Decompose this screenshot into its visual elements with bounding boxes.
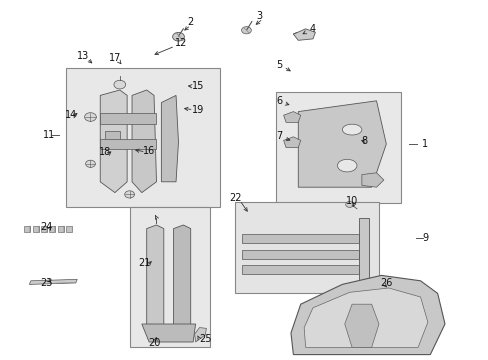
Polygon shape	[100, 90, 127, 193]
Text: 8: 8	[361, 136, 366, 146]
Polygon shape	[41, 226, 47, 232]
Polygon shape	[242, 234, 359, 243]
Text: 10: 10	[345, 196, 358, 206]
Text: 16: 16	[142, 146, 155, 156]
Text: 26: 26	[379, 278, 392, 288]
Text: 7: 7	[276, 131, 282, 141]
Circle shape	[124, 191, 134, 198]
Polygon shape	[173, 225, 190, 340]
Polygon shape	[304, 288, 427, 347]
Polygon shape	[293, 29, 315, 40]
Text: 15: 15	[191, 81, 204, 91]
Polygon shape	[100, 139, 156, 149]
Polygon shape	[344, 304, 378, 347]
Circle shape	[172, 32, 184, 41]
Text: 17: 17	[108, 53, 121, 63]
Polygon shape	[49, 226, 55, 232]
Text: 19: 19	[191, 105, 204, 115]
Bar	[66, 68, 220, 207]
Polygon shape	[105, 131, 120, 146]
Text: 5: 5	[276, 60, 282, 70]
Polygon shape	[100, 113, 156, 124]
Text: 2: 2	[187, 17, 193, 27]
Text: 6: 6	[276, 96, 282, 106]
Polygon shape	[132, 90, 156, 193]
Polygon shape	[66, 226, 72, 232]
Text: 25: 25	[199, 334, 211, 344]
Polygon shape	[194, 328, 206, 342]
Circle shape	[114, 80, 125, 89]
Text: 11: 11	[42, 130, 55, 140]
Polygon shape	[24, 226, 30, 232]
Polygon shape	[33, 226, 39, 232]
Circle shape	[241, 27, 251, 34]
Circle shape	[84, 113, 96, 121]
Text: 3: 3	[256, 11, 262, 21]
Polygon shape	[290, 275, 444, 355]
Text: 20: 20	[147, 338, 160, 348]
Text: 12: 12	[174, 38, 187, 48]
Text: 18: 18	[99, 147, 111, 157]
Text: 1: 1	[422, 139, 427, 149]
Polygon shape	[283, 112, 300, 122]
Text: 23: 23	[40, 278, 53, 288]
Circle shape	[345, 202, 353, 207]
Polygon shape	[146, 225, 163, 340]
Ellipse shape	[337, 159, 356, 172]
Text: 22: 22	[229, 193, 242, 203]
Polygon shape	[142, 324, 195, 342]
Text: 21: 21	[138, 258, 150, 268]
Ellipse shape	[342, 124, 361, 135]
Text: 14: 14	[64, 110, 77, 120]
Bar	[234, 202, 378, 293]
Polygon shape	[242, 250, 359, 259]
Polygon shape	[359, 218, 368, 283]
Polygon shape	[283, 137, 300, 148]
Bar	[276, 92, 400, 203]
Polygon shape	[298, 101, 386, 187]
Polygon shape	[161, 95, 178, 182]
Polygon shape	[29, 279, 77, 284]
Text: 9: 9	[422, 233, 427, 243]
Text: 4: 4	[309, 24, 315, 34]
Polygon shape	[361, 173, 383, 187]
Text: 24: 24	[40, 222, 53, 232]
Bar	[129, 207, 210, 347]
Circle shape	[85, 160, 95, 167]
Text: 13: 13	[77, 51, 89, 61]
Polygon shape	[242, 265, 359, 274]
Polygon shape	[58, 226, 63, 232]
